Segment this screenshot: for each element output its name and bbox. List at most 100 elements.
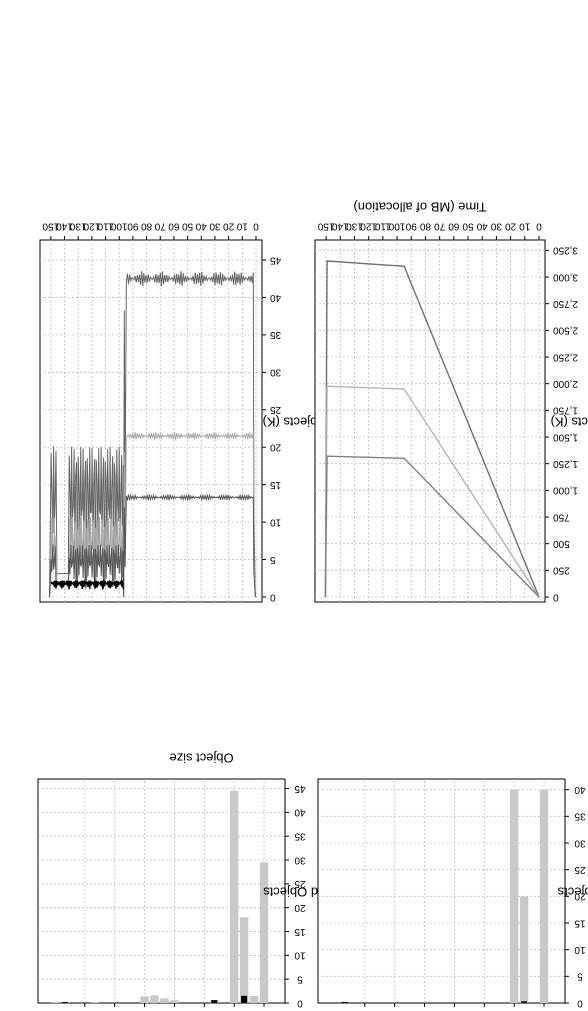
allocated-value-tick-label: 25 [294,878,306,889]
objects_cumulative-time-tick-label: 30 [490,220,502,231]
live-value-tick-label: 30 [574,837,586,848]
objects_cumulative-value-tick-label: 1,000 [553,485,578,496]
allocated-bar [229,790,239,1003]
allocated-value-tick-label: 10 [294,950,306,961]
objects_live-value-tick-label: 40 [270,292,282,303]
objects_cumulative-time-tick-label: 120 [360,220,377,231]
live-bar [539,789,549,1003]
objects_cumulative-time-tick-label: 90 [405,220,417,231]
objects_live-value-tick-label: 45 [270,254,282,265]
allocated-bar [259,862,269,1003]
objects_live-time-tick-label: 100 [110,220,127,231]
objects-over-time-chart: 0510152025303540450102030405060708090100… [39,220,328,603]
live-x-axis-title: Object size [169,751,233,766]
objects_live-time-tick-label: 80 [141,220,153,231]
objects_live-time-tick-label: 20 [223,220,235,231]
objects_cumulative-time-tick-label: 40 [476,220,488,231]
objects_cumulative-time-tick-label: 110 [374,220,390,231]
objects_live-time-tick-label: 30 [209,220,221,231]
live-frame [317,778,566,1004]
live-bar [521,1001,528,1003]
objects_live-value-tick-label: 30 [270,367,282,378]
objects_live-time-tick-label: 10 [236,220,248,231]
objects-series-line [49,271,256,598]
live-value-tick-label: 0 [577,997,583,1008]
live-bar [509,789,519,1003]
allocated-bar [140,996,149,1003]
allocated-bar [160,998,169,1003]
cumulative-series-line [324,455,540,598]
allocated-bar [90,1002,100,1003]
allocated-value-tick-label: 45 [294,783,306,794]
objects_live-value-tick-label: 20 [270,442,282,453]
objects_cumulative-value-tick-label: 2,750 [553,298,578,309]
live-value-tick-label: 20 [574,891,586,902]
live-bar [519,896,529,1003]
objects_cumulative-value-tick-label: 1,750 [553,405,578,416]
live-value-tick-label: 40 [574,784,586,795]
objects_live-time-tick-label: 50 [182,220,194,231]
allocated-value-tick-label: 5 [297,974,303,985]
objects_cumulative-value-tick-label: 1,250 [553,458,578,469]
allocated-value-tick-label: 30 [294,854,306,865]
objects_cumulative-time-tick-label: 70 [434,220,446,231]
objects_cumulative-time-tick-label: 100 [388,220,405,231]
objects_live-time-tick-label: 60 [168,220,180,231]
objects_cumulative-value-tick-label: 3,000 [553,271,578,282]
objects_live-value-tick-label: 5 [270,554,276,565]
objects-y-axis-title: Objects (K) [262,415,327,430]
objects_cumulative-time-tick-label: 0 [536,220,542,231]
live-y-axis-title: % Live Objects [557,885,588,900]
objects_cumulative-time-tick-label: 140 [332,220,349,231]
objects_cumulative-time-tick-label: 80 [419,220,431,231]
cumulative-series-line [324,260,540,598]
objects_live-time-tick-label: 40 [195,220,207,231]
objects_live-value-tick-label: 15 [270,479,282,490]
allocated-value-tick-label: 35 [294,831,306,842]
cumulative-y-axis-title: Objects (K) [550,415,588,430]
objects_live-time-tick-label: 140 [56,220,73,231]
objects_live-time-tick-label: 90 [127,220,139,231]
allocated-bar [150,995,159,1003]
objects_cumulative-value-tick-label: 0 [553,591,559,602]
live-value-tick-label: 5 [577,971,583,982]
objects_live-value-tick-label: 35 [270,329,282,340]
objects_cumulative-value-tick-label: 250 [553,565,570,576]
live-value-tick-label: 25 [574,864,586,875]
objects_cumulative-time-tick-label: 150 [317,220,334,231]
allocated-bar [249,995,259,1003]
allocated-bar [170,1000,179,1003]
allocated-value-tick-label: 0 [297,997,303,1008]
objects-series-line [49,432,256,598]
objects_cumulative-time-tick-label: 60 [448,220,460,231]
objects_live-time-tick-label: 0 [253,220,259,231]
allocated-value-tick-label: 20 [294,902,306,913]
allocated-bar [239,917,249,1003]
objects_cumulative-value-tick-label: 1,500 [553,431,578,442]
objects_live-time-tick-label: 110 [97,220,113,231]
live-value-tick-label: 35 [574,811,586,822]
objects_cumulative-value-tick-label: 2,250 [553,351,578,362]
objects_live-value-tick-label: 10 [270,516,282,527]
objects_cumulative-value-tick-label: 500 [553,538,570,549]
objects_live-time-tick-label: 150 [42,220,59,231]
allocated-bar [61,1002,68,1003]
objects_cumulative-time-tick-label: 10 [519,220,531,231]
live-objects-histogram: 0510152025303540424481284607682048% Live… [169,751,588,1009]
objects_cumulative-value-tick-label: 2,500 [553,325,578,336]
objects_cumulative-value-tick-label: 750 [553,511,570,522]
allocated-bar [241,995,248,1003]
objects_live-value-tick-label: 25 [270,404,282,415]
objects_live-value-tick-label: 0 [270,591,276,602]
objects-series-line [49,493,256,598]
objects_cumulative-value-tick-label: 3,250 [553,245,578,256]
allocated-value-tick-label: 40 [294,807,306,818]
objects_live-time-tick-label: 120 [83,220,100,231]
allocated-objects-histogram: 051015202530354045424481284607682048% Al… [37,778,379,1008]
objects-series-line [50,578,124,590]
allocated-bar [50,1002,60,1003]
allocated-value-tick-label: 15 [294,926,306,937]
cumulative-x-axis-title: Time (MB of allocation) [353,200,486,215]
live-bar [341,1001,348,1003]
